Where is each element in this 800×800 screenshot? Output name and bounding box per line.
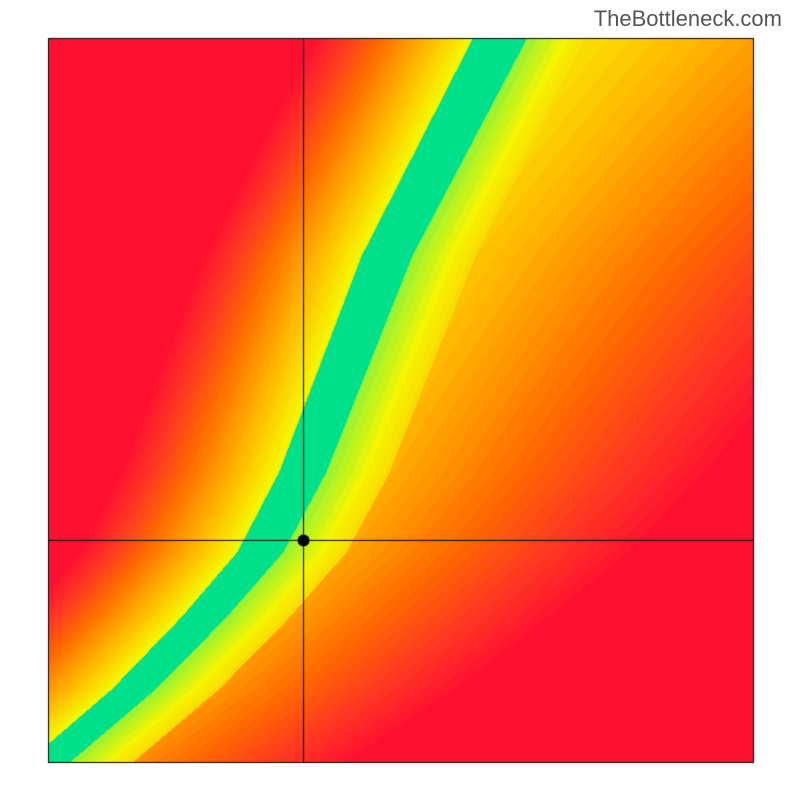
heatmap-canvas: [0, 0, 800, 800]
watermark-text: TheBottleneck.com: [594, 6, 782, 32]
chart-container: TheBottleneck.com: [0, 0, 800, 800]
